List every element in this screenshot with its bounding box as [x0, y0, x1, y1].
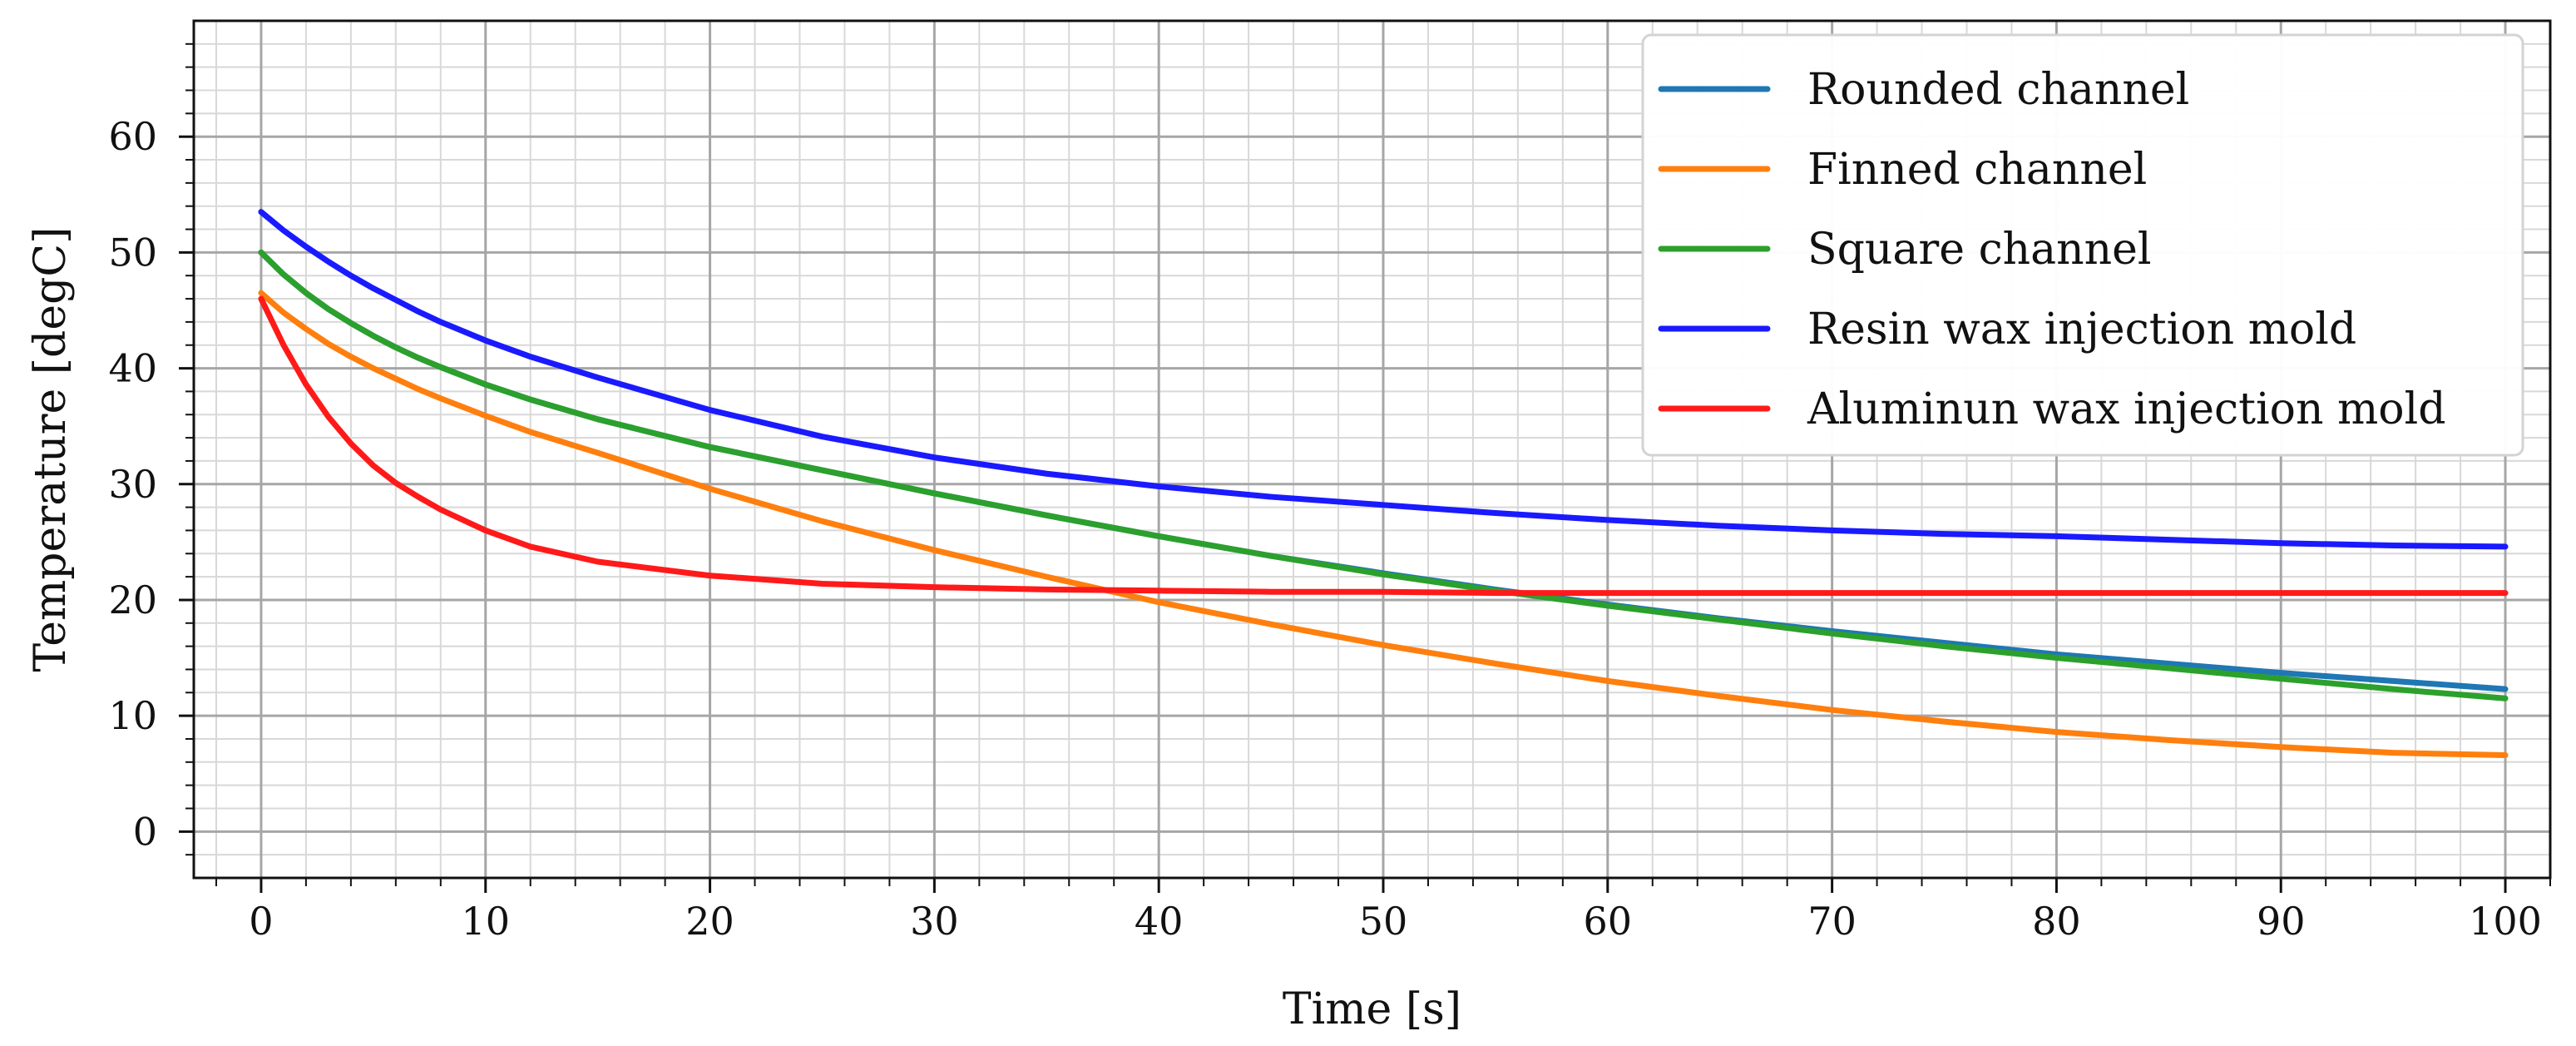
y-tick-label: 40: [108, 346, 157, 391]
y-tick-label: 50: [108, 230, 157, 275]
legend-box: [1641, 33, 2524, 457]
x-tick-label: 0: [249, 899, 273, 944]
x-tick-label: 90: [2257, 899, 2306, 944]
legend: Rounded channel Finned channel Square chan…: [1641, 33, 2524, 457]
x-tick-label: 60: [1584, 899, 1633, 944]
legend-label: Aluminun wax injection mold: [1807, 384, 2446, 434]
legend-label: Rounded channel: [1807, 65, 2189, 115]
x-tick-label: 50: [1359, 899, 1408, 944]
x-tick-label: 40: [1135, 899, 1184, 944]
y-tick-label: 20: [108, 578, 157, 622]
series-line-square-channel: [258, 249, 2509, 701]
x-tick-label: 20: [685, 899, 734, 944]
tick-layer: [179, 42, 2551, 893]
series-line-finned-channel: [258, 290, 2509, 758]
legend-label: Square channel: [1807, 225, 2152, 275]
x-tick-label: 30: [910, 899, 959, 944]
x-tick-label: 100: [2469, 899, 2542, 944]
x-tick-label: 80: [2032, 899, 2081, 944]
legend-label: Finned channel: [1807, 145, 2147, 195]
series-layer: [258, 209, 2509, 758]
y-tick-label: 0: [133, 809, 157, 854]
x-tick-label: 70: [1807, 899, 1857, 944]
x-axis-label: Time [s]: [1283, 984, 1461, 1034]
legend-label: Resin wax injection mold: [1807, 305, 2356, 354]
series-line-aluminun-wax-injection-mold: [258, 295, 2509, 597]
label-layer: 0 10 20 30 40 50 60 70 80 90 100 0 10 20 30 40 50 60 Time …: [26, 114, 2542, 1034]
y-tick-label: 10: [108, 693, 157, 738]
plot-frame: [192, 19, 2552, 880]
y-tick-label: 30: [108, 462, 157, 507]
y-axis-label: Temperature [degC]: [26, 227, 76, 672]
x-tick-label: 10: [461, 899, 510, 944]
series-line-resin-wax-injection-mold: [258, 209, 2509, 550]
y-tick-label: 60: [108, 114, 157, 159]
